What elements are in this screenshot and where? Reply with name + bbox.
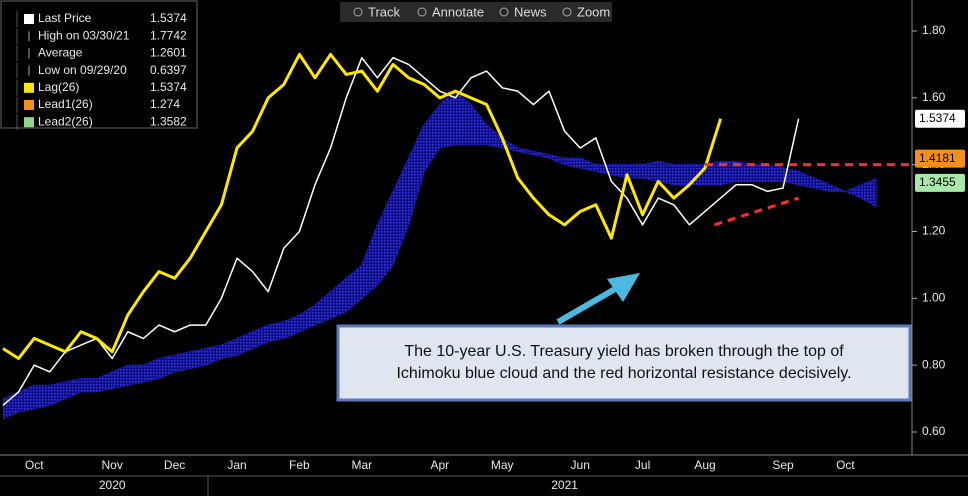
series-line [2,56,800,406]
legend-swatch [24,100,34,110]
toolbar-icon [562,7,572,17]
value-tag [915,149,965,168]
toolbar-button: Annotate [432,4,484,19]
year-label: 2020 [99,478,126,492]
series-line [2,144,877,420]
year-label: 2021 [551,478,578,492]
x-tick-label: Jun [571,458,590,472]
legend-value: 0.6397 [150,63,187,77]
value-tag-label: 1.3455 [919,175,956,189]
toolbar-icon [417,7,427,17]
legend-value: 1.274 [150,97,180,111]
legend-label: Last Price [38,11,92,25]
legend-label: High on 03/30/21 [38,28,130,42]
legend-value: 1.2601 [150,46,187,60]
legend-value: 1.7742 [150,28,187,42]
series-line [2,52,723,360]
arrow-head [607,273,640,302]
arrow [556,273,640,325]
value-tag [915,173,965,192]
arrow-shaft [556,282,624,325]
legend-items: Last Price 1.5374 High on 03/30/21 1.7742 Av… [16,11,187,131]
toolbar-button: Zoom [577,4,610,19]
legend-value: 1.3582 [150,114,187,128]
x-tick-label: Oct [836,458,855,472]
legend-label: Lag(26) [38,80,79,94]
toolbar-button: Track [368,4,401,19]
value-tag [915,109,965,128]
value-tag-label: 1.5374 [919,111,956,125]
legend-label: Average [38,46,83,60]
x-tick-label: Mar [351,458,372,472]
trendline [713,196,800,227]
annotation-box [336,324,912,402]
x-tick-label: Apr [430,458,449,472]
x-tick-label: Jan [227,458,246,472]
legend-swatch [24,117,34,128]
toolbar-icon [353,7,363,17]
y-tick-label: 1.00 [922,291,946,305]
x-tick-label: Feb [289,458,310,472]
toolbar [340,2,612,22]
legend-value: 1.5374 [150,80,187,94]
y-tick-label: 1.20 [922,224,946,238]
annotation-line: Ichimoku blue cloud and the red horizont… [396,365,851,382]
x-tick-label: Jul [635,458,650,472]
y-tick-label: 0.60 [922,424,946,438]
cloud-fill [3,91,877,419]
series-line [2,90,877,400]
legend-label: Low on 09/29/20 [38,63,127,77]
legend-label: Lead1(26) [38,97,93,111]
legend-label: Lead2(26) [38,114,93,128]
toolbar-items: Track Annotate News Zoom [353,4,610,19]
annotation-line: The 10-year U.S. Treasury yield has brok… [404,343,844,360]
y-tick-label: 1.80 [922,23,946,37]
legend-swatch [24,82,34,93]
x-tick-label: Nov [102,458,123,472]
x-tick-label: Sep [772,458,794,472]
legend-value: 1.5374 [150,11,187,25]
x-tick-label: Dec [164,458,185,472]
toolbar-icon [499,7,509,17]
toolbar-button: News [514,4,547,19]
x-tick-label: May [491,458,514,472]
value-tag-label: 1.4181 [919,151,956,165]
plot-area [2,52,916,420]
y-tick-label: 1.60 [922,90,946,104]
legend-swatch [24,14,34,24]
x-tick-label: Oct [25,458,44,472]
y-tick-label: 0.80 [922,357,946,371]
x-tick-label: Aug [694,458,715,472]
